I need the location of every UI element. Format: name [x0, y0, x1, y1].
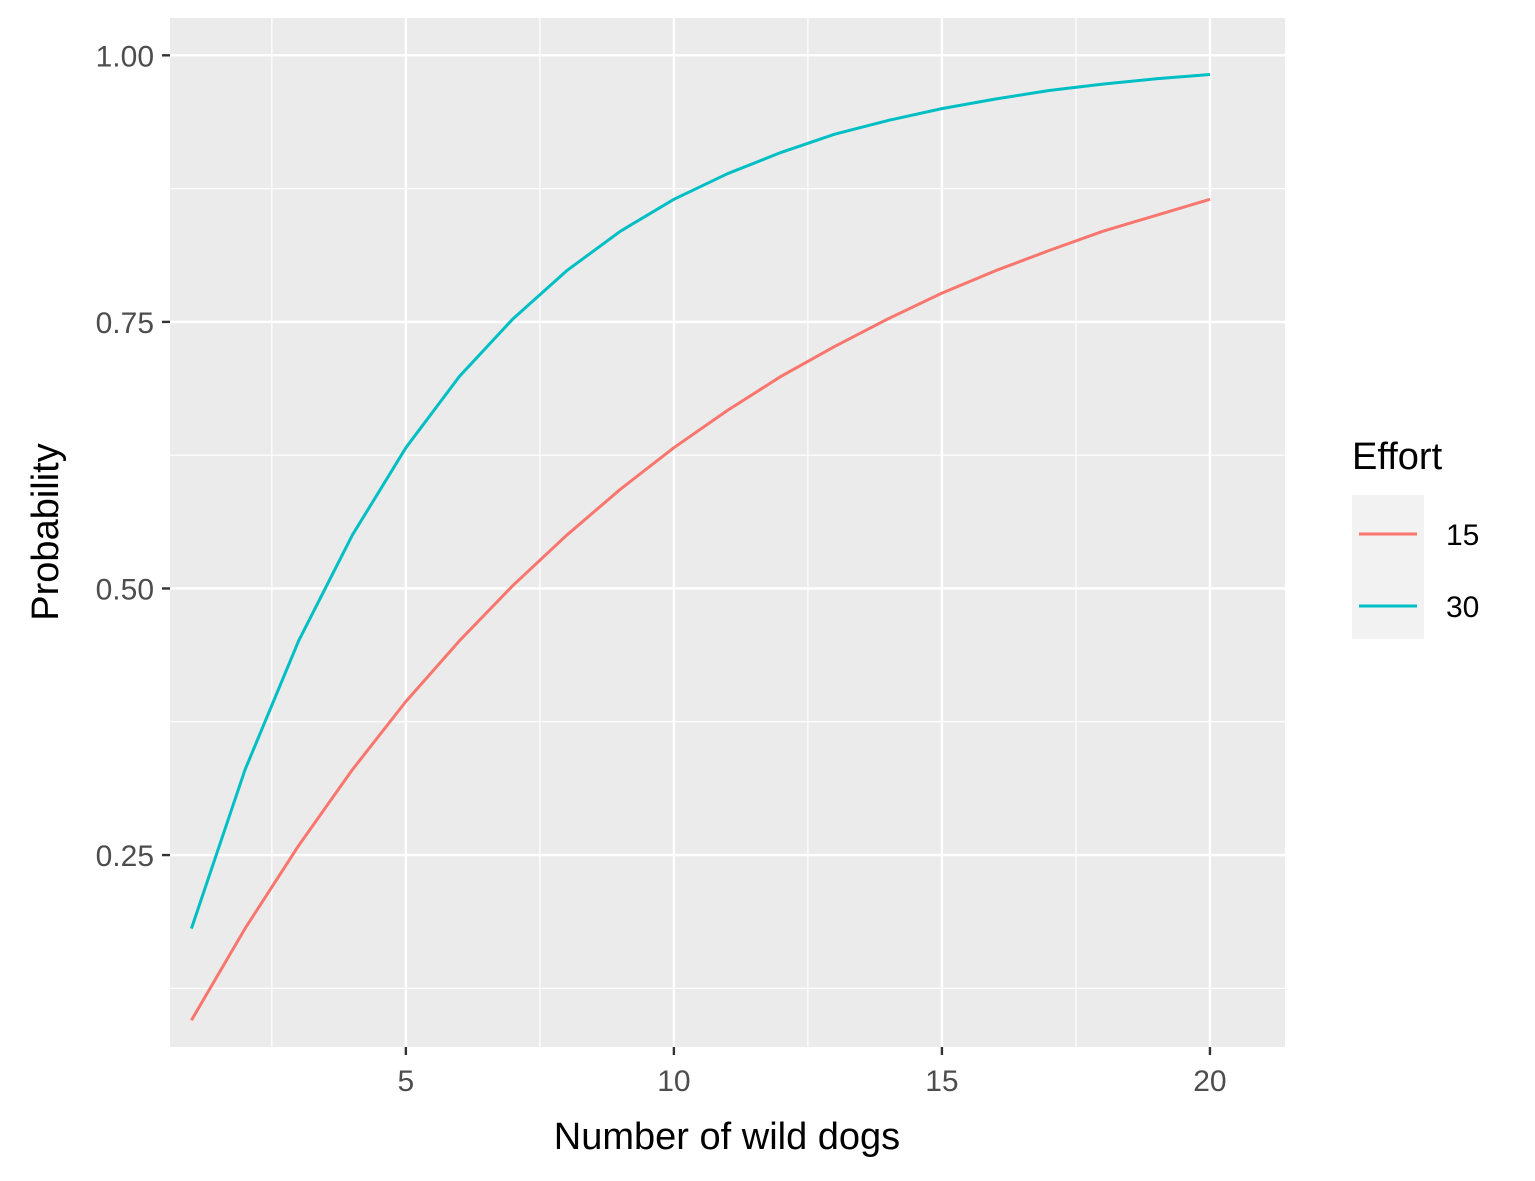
x-tick-label: 5: [398, 1065, 415, 1098]
x-tick-label: 15: [925, 1065, 958, 1098]
y-tick-label: 1.00: [96, 40, 154, 73]
x-axis: 5 10 15 20: [398, 1047, 1227, 1098]
minor-gridlines: [170, 18, 1285, 1047]
legend-key-background: [1352, 495, 1424, 639]
x-tick-label: 20: [1193, 1065, 1226, 1098]
legend-label-15: 15: [1446, 519, 1479, 552]
series-line-15: [190, 197, 1211, 1022]
y-axis: 0.25 0.50 0.75 1.00: [96, 40, 170, 873]
y-axis-title: Probability: [25, 443, 67, 620]
x-axis-title: Number of wild dogs: [554, 1116, 900, 1158]
series-lines: [189, 73, 1211, 1022]
plot-panel: [170, 18, 1285, 1047]
x-tick-label: 10: [657, 1065, 690, 1098]
y-tick-label: 0.25: [96, 840, 154, 873]
y-tick-label: 0.50: [96, 573, 154, 606]
major-gridlines: [170, 18, 1285, 1047]
legend-title: Effort: [1352, 436, 1443, 478]
legend-label-30: 30: [1446, 591, 1479, 624]
series-line-30: [189, 73, 1211, 930]
y-tick-label: 0.75: [96, 307, 154, 340]
